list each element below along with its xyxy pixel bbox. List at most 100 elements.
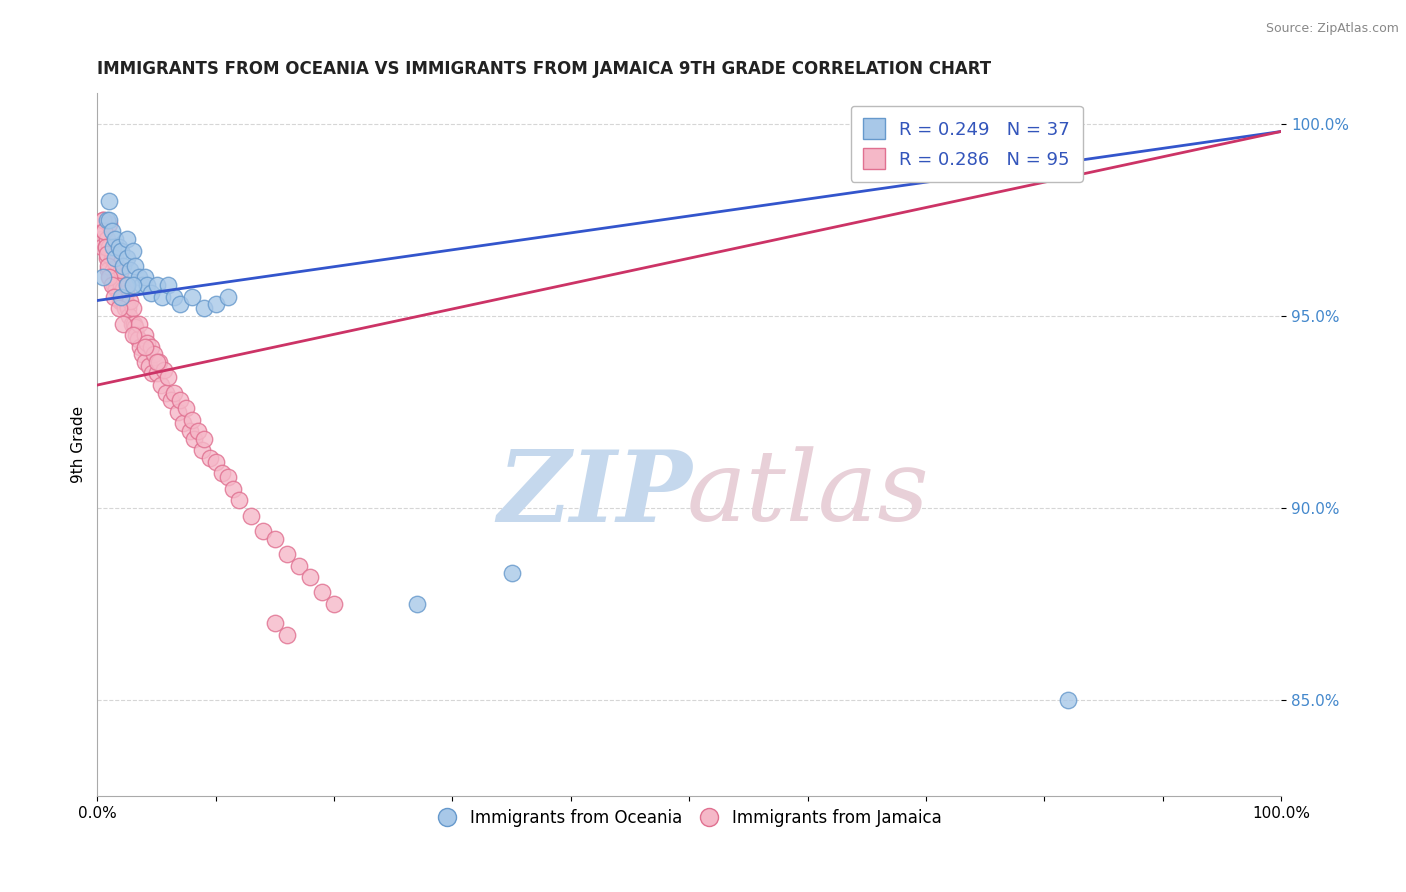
Point bbox=[101, 247, 124, 261]
Point bbox=[112, 317, 135, 331]
Point bbox=[179, 424, 201, 438]
Point bbox=[93, 224, 115, 238]
Point bbox=[276, 628, 298, 642]
Y-axis label: 9th Grade: 9th Grade bbox=[72, 406, 86, 483]
Point bbox=[91, 212, 114, 227]
Point bbox=[152, 362, 174, 376]
Point bbox=[103, 290, 125, 304]
Point bbox=[240, 508, 263, 523]
Point bbox=[110, 278, 132, 293]
Point bbox=[287, 558, 309, 573]
Point bbox=[136, 335, 159, 350]
Point bbox=[169, 297, 191, 311]
Point bbox=[163, 385, 186, 400]
Point bbox=[104, 232, 127, 246]
Point bbox=[190, 443, 212, 458]
Point bbox=[121, 317, 143, 331]
Point bbox=[110, 262, 132, 277]
Point bbox=[1057, 693, 1080, 707]
Point bbox=[183, 432, 205, 446]
Point bbox=[204, 297, 226, 311]
Point bbox=[100, 252, 122, 266]
Point bbox=[264, 532, 287, 546]
Point bbox=[101, 240, 124, 254]
Point bbox=[121, 301, 143, 315]
Point bbox=[93, 224, 115, 238]
Point bbox=[157, 278, 180, 293]
Point bbox=[114, 285, 136, 300]
Point bbox=[222, 482, 245, 496]
Point bbox=[1033, 124, 1056, 138]
Point bbox=[145, 278, 167, 293]
Point bbox=[120, 293, 142, 308]
Point bbox=[159, 393, 181, 408]
Point bbox=[91, 240, 114, 254]
Point bbox=[136, 278, 159, 293]
Point bbox=[131, 347, 153, 361]
Point bbox=[134, 340, 156, 354]
Point bbox=[150, 378, 173, 392]
Point bbox=[115, 278, 138, 293]
Point bbox=[174, 401, 197, 415]
Point bbox=[193, 301, 215, 315]
Point bbox=[108, 293, 131, 308]
Point bbox=[98, 270, 121, 285]
Point bbox=[115, 297, 138, 311]
Point bbox=[110, 244, 132, 258]
Point bbox=[91, 212, 114, 227]
Point bbox=[124, 259, 146, 273]
Point bbox=[163, 290, 186, 304]
Point bbox=[104, 270, 127, 285]
Point bbox=[111, 293, 134, 308]
Point bbox=[125, 328, 148, 343]
Point bbox=[101, 262, 124, 277]
Point bbox=[115, 232, 138, 246]
Point bbox=[112, 259, 135, 273]
Point bbox=[117, 301, 139, 315]
Point bbox=[228, 493, 250, 508]
Point bbox=[96, 212, 118, 227]
Point bbox=[121, 244, 143, 258]
Point bbox=[299, 570, 322, 584]
Point bbox=[193, 432, 215, 446]
Point bbox=[127, 332, 149, 346]
Point bbox=[96, 252, 118, 266]
Point bbox=[98, 240, 121, 254]
Point bbox=[276, 547, 298, 561]
Point bbox=[97, 259, 120, 273]
Point bbox=[138, 359, 160, 373]
Point bbox=[181, 290, 204, 304]
Point bbox=[112, 282, 135, 296]
Point bbox=[114, 301, 136, 315]
Point bbox=[187, 424, 209, 438]
Point bbox=[166, 405, 188, 419]
Point bbox=[122, 317, 145, 331]
Point bbox=[98, 217, 121, 231]
Point bbox=[501, 566, 523, 581]
Point bbox=[141, 367, 163, 381]
Point bbox=[169, 393, 191, 408]
Point bbox=[217, 290, 239, 304]
Point bbox=[143, 347, 166, 361]
Point bbox=[211, 467, 233, 481]
Point bbox=[157, 370, 180, 384]
Point bbox=[105, 282, 128, 296]
Point bbox=[98, 212, 121, 227]
Point bbox=[323, 597, 346, 611]
Point bbox=[115, 252, 138, 266]
Point bbox=[121, 328, 143, 343]
Point bbox=[131, 278, 153, 293]
Point bbox=[107, 301, 129, 315]
Point bbox=[98, 194, 121, 208]
Point bbox=[172, 417, 194, 431]
Text: atlas: atlas bbox=[686, 446, 929, 541]
Point bbox=[128, 317, 150, 331]
Point bbox=[120, 262, 142, 277]
Point bbox=[139, 340, 162, 354]
Point bbox=[118, 309, 141, 323]
Point bbox=[104, 255, 127, 269]
Point bbox=[264, 616, 287, 631]
Point bbox=[134, 270, 156, 285]
Point bbox=[134, 355, 156, 369]
Point bbox=[96, 247, 118, 261]
